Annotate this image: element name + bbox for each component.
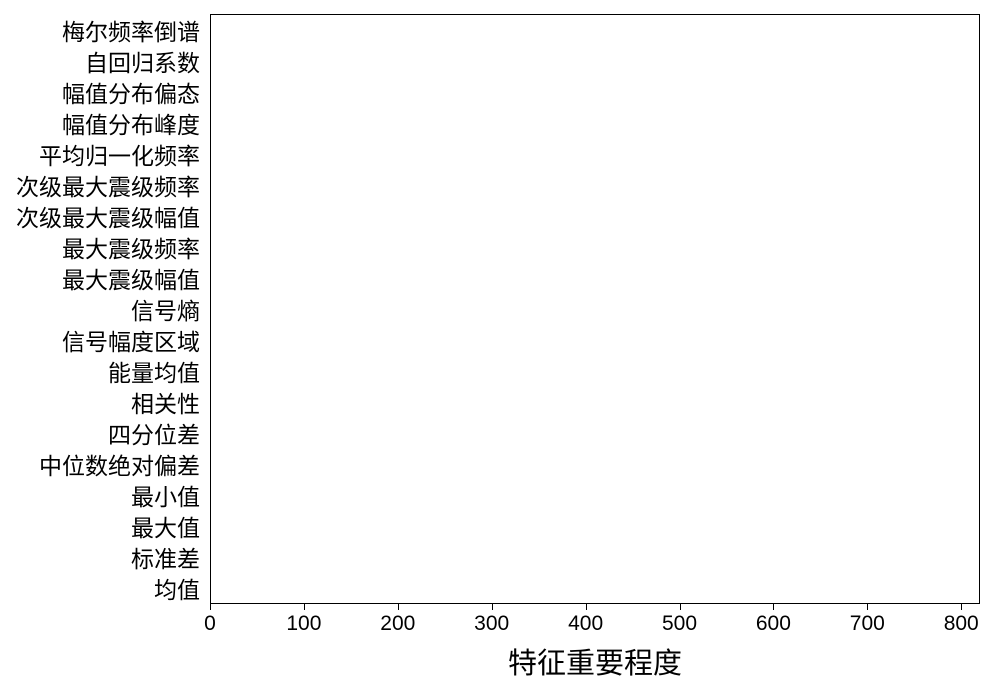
y-tick-label: 最大值 bbox=[131, 509, 200, 543]
x-tick bbox=[867, 604, 868, 610]
x-tick-label: 400 bbox=[568, 612, 603, 636]
x-tick bbox=[680, 604, 681, 610]
x-axis-title: 特征重要程度 bbox=[210, 640, 980, 682]
y-tick-label: 能量均值 bbox=[108, 354, 200, 388]
x-tick-label: 600 bbox=[756, 612, 791, 636]
y-tick-label: 次级最大震级频率 bbox=[16, 168, 200, 202]
y-tick-label: 中位数绝对偏差 bbox=[39, 447, 200, 481]
y-tick-label: 梅尔频率倒谱 bbox=[62, 13, 200, 47]
x-tick-label: 700 bbox=[850, 612, 885, 636]
y-tick-label: 幅值分布偏态 bbox=[62, 75, 200, 109]
x-tick bbox=[586, 604, 587, 610]
x-tick bbox=[492, 604, 493, 610]
y-tick-label: 标准差 bbox=[131, 540, 200, 574]
plot-area bbox=[210, 14, 980, 604]
x-tick bbox=[210, 604, 211, 610]
y-tick-label: 最大震级幅值 bbox=[62, 261, 200, 295]
x-tick-label: 100 bbox=[286, 612, 321, 636]
y-tick-label: 信号幅度区域 bbox=[62, 323, 200, 357]
y-tick-label: 幅值分布峰度 bbox=[62, 106, 200, 140]
x-tick bbox=[304, 604, 305, 610]
y-tick-label: 平均归一化频率 bbox=[39, 137, 200, 171]
y-tick-label: 四分位差 bbox=[108, 416, 200, 450]
x-tick-label: 0 bbox=[204, 612, 216, 636]
y-tick-label: 最大震级频率 bbox=[62, 230, 200, 264]
y-tick-label: 次级最大震级幅值 bbox=[16, 199, 200, 233]
x-tick bbox=[773, 604, 774, 610]
feature-importance-chart: 均值标准差最大值最小值中位数绝对偏差四分位差相关性能量均值信号幅度区域信号熵最大… bbox=[0, 0, 1000, 681]
x-tick-label: 300 bbox=[474, 612, 509, 636]
y-tick-label: 均值 bbox=[154, 571, 200, 605]
y-tick-label: 自回归系数 bbox=[85, 44, 200, 78]
x-tick-label: 200 bbox=[380, 612, 415, 636]
x-tick bbox=[398, 604, 399, 610]
x-tick-label: 800 bbox=[944, 612, 979, 636]
x-tick bbox=[961, 604, 962, 610]
x-tick-label: 500 bbox=[662, 612, 697, 636]
y-tick-label: 相关性 bbox=[131, 385, 200, 419]
y-tick-label: 信号熵 bbox=[131, 292, 200, 326]
y-tick-label: 最小值 bbox=[131, 478, 200, 512]
